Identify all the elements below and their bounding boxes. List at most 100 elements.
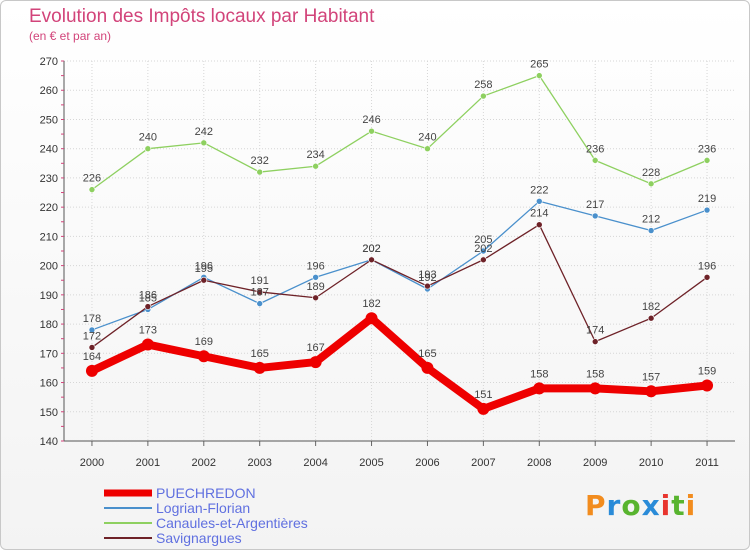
data-label: 240	[418, 132, 436, 144]
data-point	[480, 247, 487, 255]
data-point	[421, 361, 434, 374]
data-point	[312, 162, 319, 170]
data-label: 164	[83, 351, 101, 363]
data-point	[591, 157, 599, 164]
data-label: 192	[418, 272, 436, 284]
data-point	[365, 312, 378, 325]
data-label: 185	[139, 292, 157, 304]
data-label: 182	[642, 301, 660, 313]
data-point	[480, 92, 487, 100]
data-label: 202	[362, 243, 380, 255]
data-label: 172	[83, 330, 101, 342]
data-label: 195	[195, 263, 213, 275]
data-point	[312, 294, 319, 302]
y-tick-label: 240	[40, 144, 58, 156]
data-label: 167	[306, 342, 324, 354]
data-point	[535, 221, 543, 228]
chart-subtitle: (en € et par an)	[29, 29, 112, 43]
data-point	[533, 382, 546, 395]
data-label: 196	[195, 260, 213, 272]
data-label: 236	[698, 143, 716, 155]
data-point	[256, 168, 264, 176]
data-label: 193	[418, 269, 436, 281]
axis-layer: 140 150 160 170 180 190 200 210 220 230 240 250 260 2…	[40, 56, 735, 469]
x-tick-label: 2010	[639, 457, 663, 469]
data-label: 258	[474, 79, 492, 91]
data-label: 189	[306, 281, 324, 293]
data-label-layer: 178 185 196 187 196 202 192 205 222 217 212 219 226 2…	[83, 59, 716, 401]
data-point	[535, 72, 543, 79]
logo-letter: P	[585, 489, 607, 522]
data-point	[141, 338, 154, 351]
legend-label-canaules-et-argentieres: Canaules-et-Argentières	[156, 515, 308, 531]
data-label: 265	[530, 59, 548, 71]
data-label: 178	[83, 313, 101, 325]
y-tick-label: 200	[40, 261, 58, 273]
data-point	[703, 274, 711, 281]
data-label: 240	[139, 132, 157, 144]
data-label: 173	[139, 325, 157, 337]
data-label: 196	[698, 260, 716, 272]
chart-title: Evolution des Impôts locaux par Habitant	[29, 6, 375, 27]
logo-letter: i	[685, 489, 697, 522]
y-tick-label: 150	[40, 407, 58, 419]
data-point	[589, 382, 602, 395]
x-tick-label: 2002	[192, 457, 216, 469]
x-tick-label: 2009	[583, 457, 607, 469]
data-label: 158	[530, 368, 548, 380]
data-label: 196	[306, 260, 324, 272]
data-point	[253, 361, 266, 374]
y-tick-label: 160	[40, 378, 58, 390]
data-point	[200, 276, 208, 284]
series-line-logrian-florian	[91, 200, 708, 331]
proxiti-logo: Proxiti	[585, 489, 696, 522]
data-point	[256, 288, 264, 296]
data-label: 202	[474, 243, 492, 255]
data-point	[368, 127, 375, 135]
y-tick-label: 180	[40, 319, 58, 331]
data-point	[645, 385, 658, 398]
data-label: 222	[530, 184, 548, 196]
data-point	[200, 139, 208, 147]
data-point	[703, 157, 711, 164]
x-tick-label: 2004	[303, 457, 327, 469]
y-tick-label: 140	[40, 436, 58, 448]
y-tick-label: 250	[40, 114, 58, 126]
legend: PUECHREDONLogrian-FlorianCanaules-et-Arg…	[104, 485, 308, 546]
data-label: 186	[139, 290, 157, 302]
y-tick-label: 190	[40, 290, 58, 302]
series-line-puechredon	[90, 314, 708, 413]
data-point	[85, 364, 98, 377]
data-label: 226	[83, 173, 101, 185]
data-point	[647, 227, 655, 234]
x-tick-label: 2011	[695, 457, 719, 469]
data-label: 234	[306, 149, 324, 161]
data-point	[480, 256, 487, 264]
series-layer	[85, 72, 714, 415]
data-point	[88, 186, 96, 193]
legend-label-logrian-florian: Logrian-Florian	[156, 500, 250, 516]
data-point	[424, 145, 431, 152]
logo-letter: x	[641, 489, 661, 522]
data-label: 219	[698, 193, 716, 205]
x-tick-label: 2007	[471, 457, 495, 469]
logo-letter: t	[671, 489, 686, 522]
data-label: 232	[251, 155, 269, 167]
data-label: 174	[586, 325, 604, 337]
data-label: 159	[698, 365, 716, 377]
data-label: 182	[362, 298, 380, 310]
data-point	[424, 282, 431, 290]
data-point	[647, 180, 655, 188]
data-point	[591, 212, 599, 220]
y-tick-label: 260	[40, 85, 58, 97]
data-point	[88, 326, 96, 334]
data-label: 191	[251, 275, 269, 287]
data-point	[368, 256, 375, 264]
data-label: 217	[586, 199, 604, 211]
data-label: 236	[586, 143, 604, 155]
series-line-savignargues	[91, 224, 708, 348]
data-label: 187	[251, 287, 269, 299]
logo-letter: o	[621, 489, 642, 522]
data-point	[312, 274, 319, 281]
